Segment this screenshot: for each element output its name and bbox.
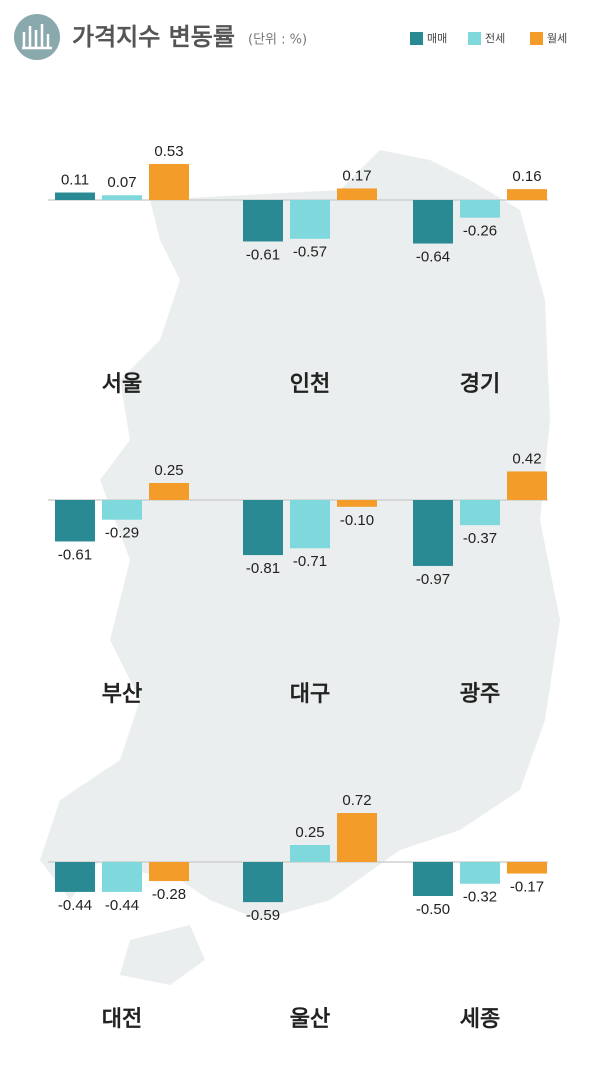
chart-title: 가격지수 변동률 xyxy=(72,23,235,51)
value-label: -0.97 xyxy=(416,571,450,588)
bar xyxy=(460,500,500,526)
region-label: 경기 xyxy=(460,372,500,397)
bar xyxy=(460,862,500,884)
value-label: 0.53 xyxy=(154,143,183,160)
bar xyxy=(337,500,377,507)
value-label: -0.29 xyxy=(105,525,139,542)
value-label: -0.64 xyxy=(416,248,450,265)
bar xyxy=(55,862,95,892)
map-background xyxy=(40,150,560,985)
bar xyxy=(149,163,189,200)
value-label: 0.72 xyxy=(342,792,371,809)
bar xyxy=(507,862,547,874)
title-icon-glyph xyxy=(22,24,52,50)
bar xyxy=(290,845,330,862)
chart-subtitle: (단위 : %) xyxy=(248,33,307,48)
value-label: 0.16 xyxy=(512,168,541,185)
bar xyxy=(243,500,283,556)
value-label: 0.42 xyxy=(512,450,541,467)
bar xyxy=(243,200,283,242)
value-label: -0.71 xyxy=(293,553,327,570)
value-label: 0.25 xyxy=(154,462,183,479)
bar xyxy=(507,189,547,200)
value-label: -0.37 xyxy=(463,530,497,547)
bar xyxy=(102,195,142,200)
value-label: 0.17 xyxy=(342,167,371,184)
bar xyxy=(337,188,377,200)
bar xyxy=(290,500,330,549)
legend-label: 월세 xyxy=(547,32,567,45)
value-label: -0.57 xyxy=(293,244,327,261)
bar xyxy=(290,200,330,239)
region-label: 부산 xyxy=(102,682,142,707)
bar xyxy=(149,483,189,500)
value-label: -0.10 xyxy=(340,512,374,529)
value-label: -0.44 xyxy=(58,897,92,914)
value-label: 0.25 xyxy=(295,824,324,841)
bar xyxy=(55,500,95,542)
legend-swatch xyxy=(530,32,543,45)
bar xyxy=(55,192,95,200)
region-label: 인천 xyxy=(290,372,330,397)
bar xyxy=(460,200,500,218)
legend-label: 매매 xyxy=(427,32,447,45)
value-label: 0.11 xyxy=(61,171,89,188)
bar xyxy=(413,500,453,566)
value-label: -0.17 xyxy=(510,879,544,896)
value-label: -0.59 xyxy=(246,907,280,924)
region-label: 울산 xyxy=(290,1007,330,1032)
legend-label: 전세 xyxy=(485,32,505,45)
region-label: 대구 xyxy=(290,682,330,707)
region-label: 서울 xyxy=(102,372,142,397)
value-label: -0.32 xyxy=(463,889,497,906)
value-label: -0.44 xyxy=(105,897,139,914)
region-label: 대전 xyxy=(102,1007,142,1032)
legend-swatch xyxy=(410,32,423,45)
value-label: -0.26 xyxy=(463,223,497,240)
bar xyxy=(507,471,547,500)
bar xyxy=(102,500,142,520)
region-label: 세종 xyxy=(460,1007,500,1032)
value-label: 0.07 xyxy=(107,174,136,191)
bar xyxy=(413,862,453,896)
bar xyxy=(413,200,453,244)
bar xyxy=(149,862,189,882)
value-label: -0.50 xyxy=(416,901,450,918)
region-label: 광주 xyxy=(460,682,500,707)
bar xyxy=(243,862,283,903)
value-label: -0.28 xyxy=(152,886,186,903)
legend-swatch xyxy=(468,32,481,45)
value-label: -0.81 xyxy=(246,560,280,577)
bar xyxy=(102,862,142,892)
value-label: -0.61 xyxy=(58,546,92,563)
bar xyxy=(337,813,377,862)
value-label: -0.61 xyxy=(246,246,280,263)
